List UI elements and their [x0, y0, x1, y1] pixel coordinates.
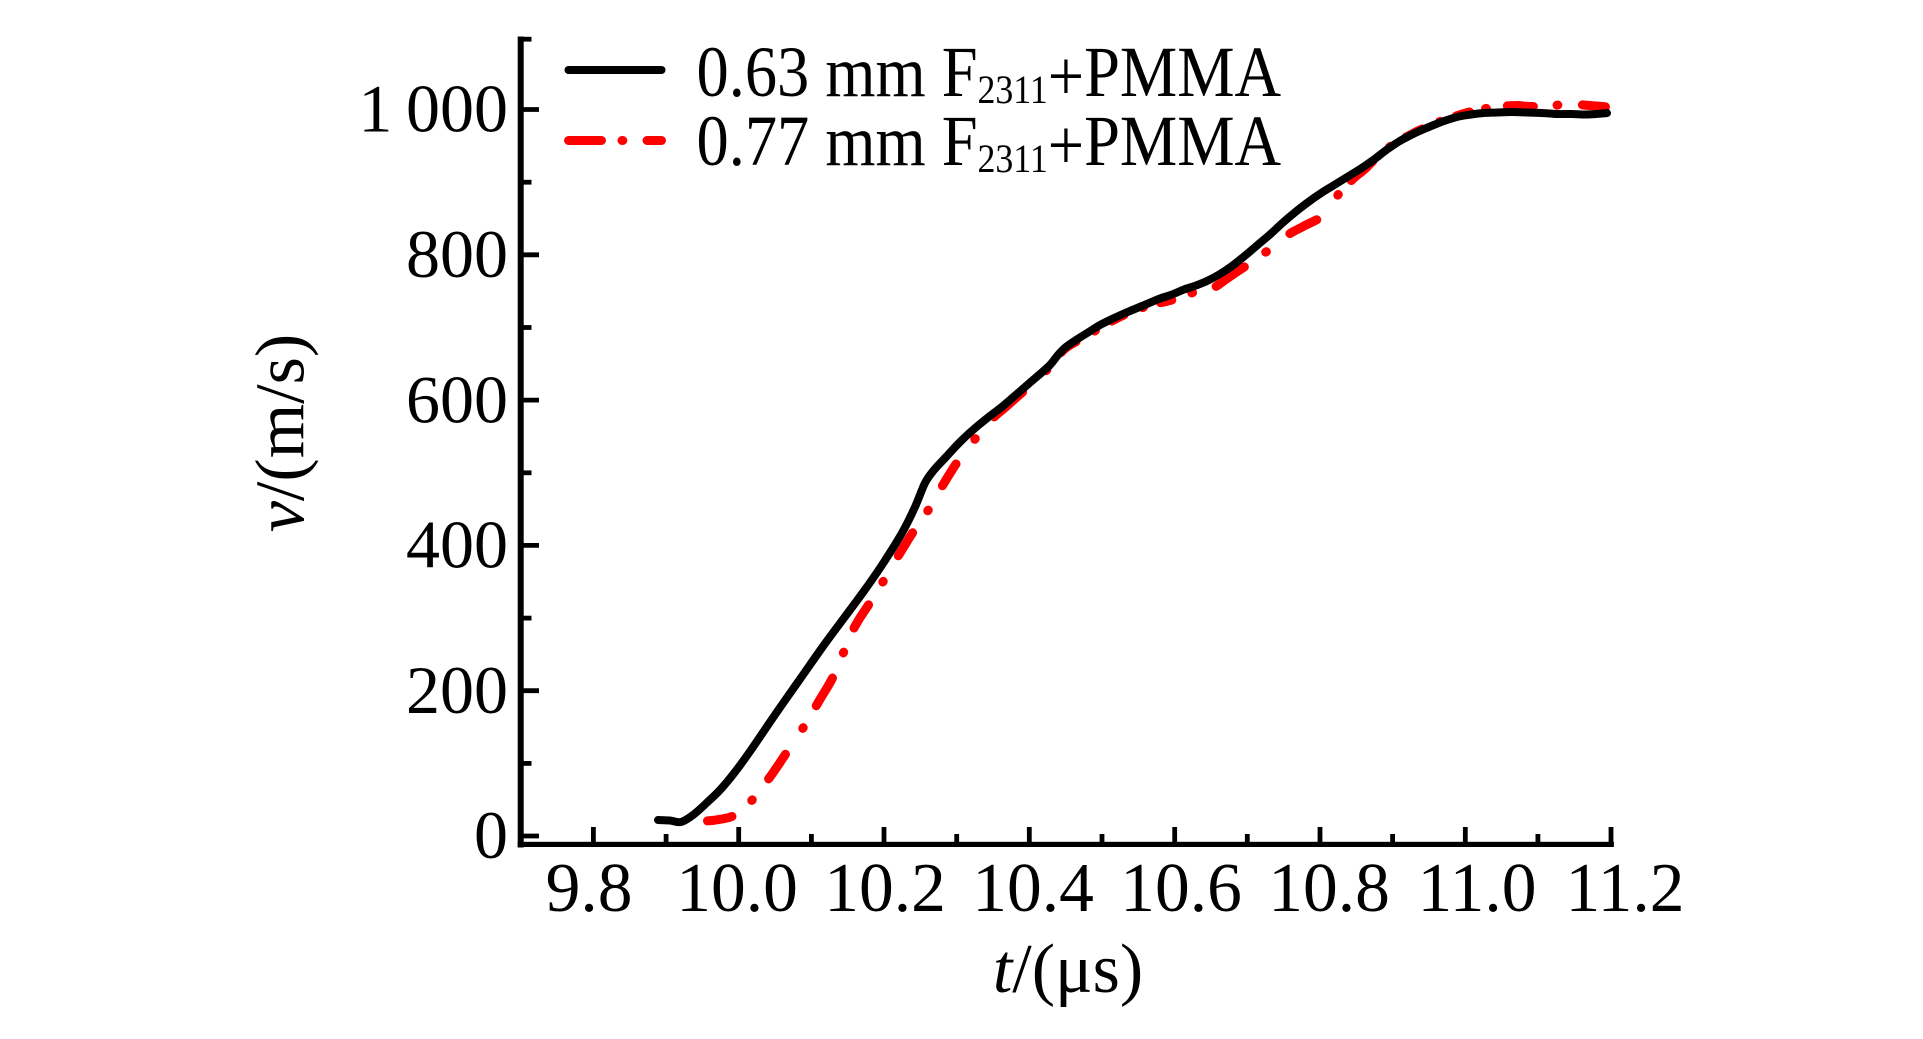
- svg-text:t/(μs): t/(μs): [993, 931, 1143, 1008]
- svg-text:11.0: 11.0: [1417, 850, 1536, 927]
- svg-text:800: 800: [406, 216, 508, 292]
- svg-text:10.6: 10.6: [1120, 850, 1242, 927]
- svg-text:0: 0: [474, 797, 508, 873]
- svg-text:200: 200: [406, 652, 508, 728]
- svg-text:600: 600: [406, 361, 508, 437]
- svg-text:9.8: 9.8: [546, 850, 633, 927]
- svg-text:10.8: 10.8: [1268, 850, 1390, 927]
- svg-text:10.0: 10.0: [676, 850, 798, 927]
- svg-text:11.2: 11.2: [1565, 850, 1684, 927]
- svg-text:10.4: 10.4: [972, 850, 1094, 927]
- svg-text:1 000: 1 000: [358, 71, 508, 147]
- svg-text:400: 400: [406, 507, 508, 583]
- svg-text:v/(m/s): v/(m/s): [243, 334, 320, 532]
- svg-text:10.2: 10.2: [824, 850, 946, 927]
